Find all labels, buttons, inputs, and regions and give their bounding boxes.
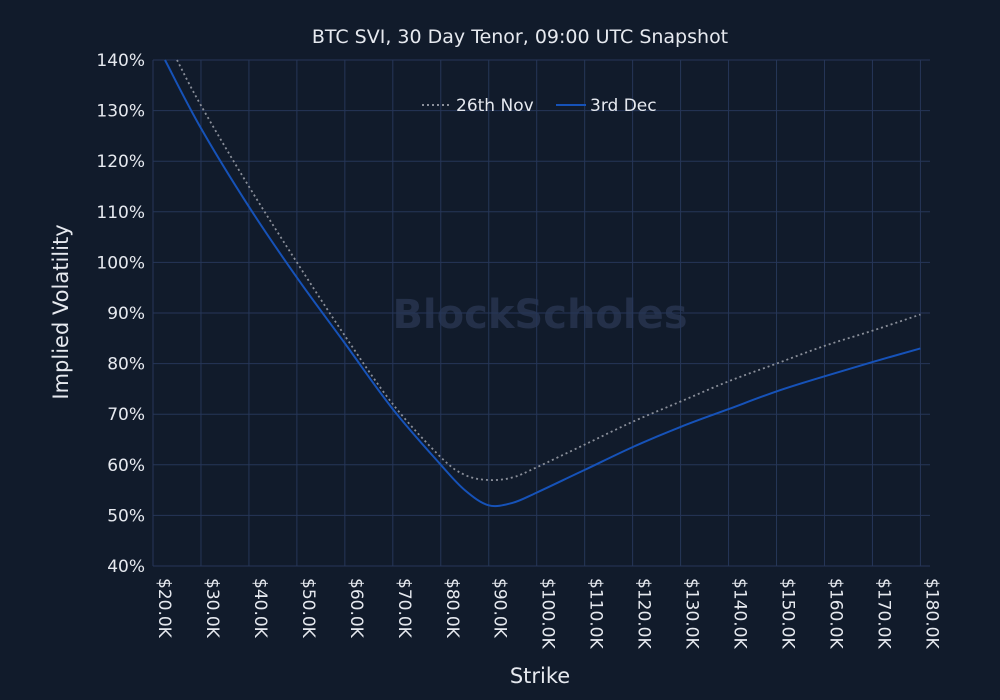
x-tick-label: $70.0K (394, 578, 414, 639)
x-tick-label: $80.0K (442, 578, 462, 639)
x-tick-label: $110.0K (586, 578, 606, 649)
y-tick-labels: 40% 50% 60% 70% 80% 90% 100% 110% 120% 130% 140% (96, 51, 145, 577)
x-tick-label: $60.0K (346, 578, 366, 639)
grid (152, 59, 930, 567)
chart-title: BTC SVI, 30 Day Tenor, 09:00 UTC Snapsho… (312, 26, 728, 48)
legend-label-1: 3rd Dec (590, 96, 657, 116)
legend-label-0: 26th Nov (456, 96, 534, 116)
x-tick-label: $160.0K (825, 578, 845, 649)
y-tick-label: 130% (96, 102, 145, 122)
x-tick-label: $150.0K (778, 578, 798, 649)
y-tick-label: 100% (96, 253, 145, 273)
series-line-1 (164, 59, 921, 508)
x-tick-label: $180.0K (921, 578, 941, 649)
y-axis-label: Implied Volatility (49, 224, 73, 399)
y-tick-label: 110% (96, 203, 145, 223)
series-layer (164, 59, 921, 508)
x-tick-label: $30.0K (202, 578, 222, 639)
y-tick-label: 60% (107, 456, 145, 476)
series-line-0 (176, 59, 921, 481)
y-tick-label: 120% (96, 152, 145, 172)
x-tick-labels: $20.0K $30.0K $40.0K $50.0K $60.0K $70.0K $80.… (154, 578, 941, 649)
y-tick-label: 50% (107, 506, 145, 526)
y-tick-label: 70% (107, 405, 145, 425)
x-tick-label: $90.0K (490, 578, 510, 639)
x-tick-label: $130.0K (682, 578, 702, 649)
x-tick-label: $20.0K (154, 578, 174, 639)
x-tick-label: $100.0K (538, 578, 558, 649)
x-tick-label: $50.0K (298, 578, 318, 639)
legend: 26th Nov 3rd Dec (422, 96, 657, 116)
x-tick-label: $170.0K (873, 578, 893, 649)
x-tick-label: $140.0K (730, 578, 750, 649)
x-tick-label: $120.0K (634, 578, 654, 649)
x-tick-label: $40.0K (250, 578, 270, 639)
y-tick-label: 90% (107, 304, 145, 324)
y-tick-label: 80% (107, 355, 145, 375)
y-tick-label: 40% (107, 557, 145, 577)
y-tick-label: 140% (96, 51, 145, 71)
watermark: BlockScholes (392, 292, 687, 338)
x-axis-label: Strike (510, 664, 570, 688)
